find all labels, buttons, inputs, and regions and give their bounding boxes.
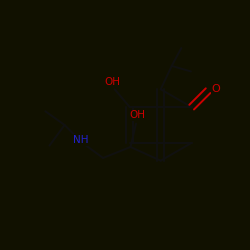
Text: O: O <box>212 84 220 94</box>
Text: NH: NH <box>73 135 89 145</box>
Text: OH: OH <box>129 110 145 120</box>
Text: OH: OH <box>104 76 120 86</box>
